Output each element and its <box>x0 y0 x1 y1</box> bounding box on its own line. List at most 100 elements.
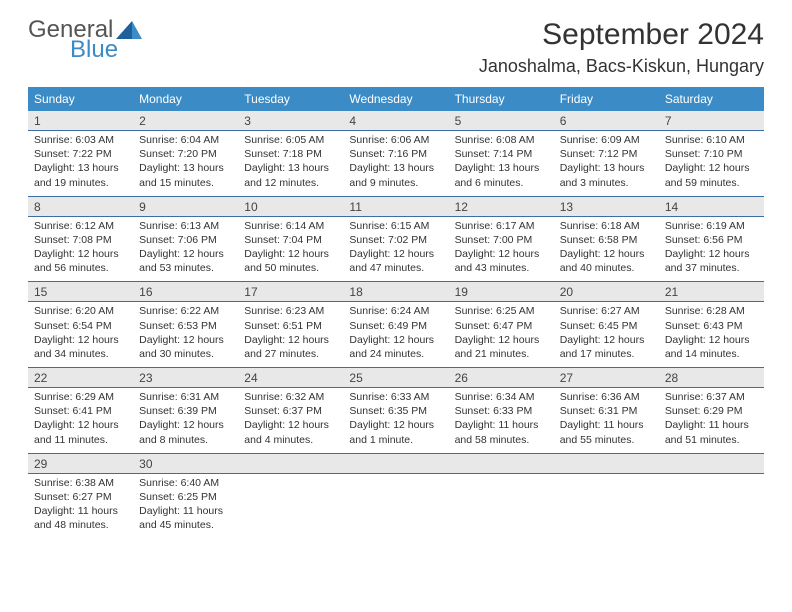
daylight-text-2: and 9 minutes. <box>349 176 442 190</box>
sunrise-text: Sunrise: 6:05 AM <box>244 133 337 147</box>
header: General Blue September 2024 Janoshalma, … <box>28 18 764 77</box>
day-number: 14 <box>659 197 764 216</box>
sunset-text: Sunset: 6:54 PM <box>34 319 127 333</box>
day-number-row: 891011121314 <box>28 196 764 217</box>
sunrise-text: Sunrise: 6:18 AM <box>560 219 653 233</box>
daylight-text: Daylight: 13 hours <box>349 161 442 175</box>
day-number: 28 <box>659 368 764 387</box>
daylight-text: Daylight: 12 hours <box>139 418 232 432</box>
daylight-text-2: and 14 minutes. <box>665 347 758 361</box>
daylight-text: Daylight: 12 hours <box>560 333 653 347</box>
day-cell: Sunrise: 6:09 AMSunset: 7:12 PMDaylight:… <box>554 131 659 196</box>
sunset-text: Sunset: 7:22 PM <box>34 147 127 161</box>
daylight-text: Daylight: 12 hours <box>139 333 232 347</box>
day-cell: Sunrise: 6:05 AMSunset: 7:18 PMDaylight:… <box>238 131 343 196</box>
day-cell <box>238 474 343 539</box>
sunrise-text: Sunrise: 6:27 AM <box>560 304 653 318</box>
daylight-text: Daylight: 12 hours <box>244 418 337 432</box>
day-cell: Sunrise: 6:36 AMSunset: 6:31 PMDaylight:… <box>554 388 659 453</box>
day-number <box>554 454 659 473</box>
day-header: Thursday <box>449 87 554 111</box>
day-number: 30 <box>133 454 238 473</box>
sunset-text: Sunset: 7:02 PM <box>349 233 442 247</box>
sunrise-text: Sunrise: 6:03 AM <box>34 133 127 147</box>
sunset-text: Sunset: 6:35 PM <box>349 404 442 418</box>
day-number: 22 <box>28 368 133 387</box>
sunrise-text: Sunrise: 6:34 AM <box>455 390 548 404</box>
day-cell: Sunrise: 6:38 AMSunset: 6:27 PMDaylight:… <box>28 474 133 539</box>
week-data-row: Sunrise: 6:29 AMSunset: 6:41 PMDaylight:… <box>28 388 764 453</box>
sunrise-text: Sunrise: 6:40 AM <box>139 476 232 490</box>
daylight-text: Daylight: 12 hours <box>349 247 442 261</box>
daylight-text-2: and 6 minutes. <box>455 176 548 190</box>
day-number: 12 <box>449 197 554 216</box>
sunset-text: Sunset: 7:04 PM <box>244 233 337 247</box>
day-number: 17 <box>238 282 343 301</box>
sunset-text: Sunset: 7:06 PM <box>139 233 232 247</box>
day-cell: Sunrise: 6:27 AMSunset: 6:45 PMDaylight:… <box>554 302 659 367</box>
day-cell: Sunrise: 6:28 AMSunset: 6:43 PMDaylight:… <box>659 302 764 367</box>
daylight-text-2: and 48 minutes. <box>34 518 127 532</box>
sunset-text: Sunset: 7:14 PM <box>455 147 548 161</box>
sunrise-text: Sunrise: 6:19 AM <box>665 219 758 233</box>
daylight-text-2: and 1 minute. <box>349 433 442 447</box>
day-number: 18 <box>343 282 448 301</box>
sunset-text: Sunset: 7:16 PM <box>349 147 442 161</box>
sunset-text: Sunset: 7:18 PM <box>244 147 337 161</box>
daylight-text: Daylight: 13 hours <box>139 161 232 175</box>
daylight-text-2: and 51 minutes. <box>665 433 758 447</box>
sunrise-text: Sunrise: 6:24 AM <box>349 304 442 318</box>
day-number: 21 <box>659 282 764 301</box>
day-cell: Sunrise: 6:34 AMSunset: 6:33 PMDaylight:… <box>449 388 554 453</box>
day-cell <box>554 474 659 539</box>
sunrise-text: Sunrise: 6:28 AM <box>665 304 758 318</box>
daylight-text: Daylight: 12 hours <box>244 333 337 347</box>
sunset-text: Sunset: 7:08 PM <box>34 233 127 247</box>
daylight-text-2: and 17 minutes. <box>560 347 653 361</box>
day-number: 27 <box>554 368 659 387</box>
day-cell: Sunrise: 6:08 AMSunset: 7:14 PMDaylight:… <box>449 131 554 196</box>
daylight-text: Daylight: 12 hours <box>139 247 232 261</box>
day-cell: Sunrise: 6:10 AMSunset: 7:10 PMDaylight:… <box>659 131 764 196</box>
daylight-text-2: and 47 minutes. <box>349 261 442 275</box>
day-number: 4 <box>343 111 448 130</box>
daylight-text: Daylight: 12 hours <box>665 161 758 175</box>
day-cell: Sunrise: 6:32 AMSunset: 6:37 PMDaylight:… <box>238 388 343 453</box>
daylight-text: Daylight: 12 hours <box>665 333 758 347</box>
logo-triangle-icon <box>116 21 142 39</box>
logo-text-blue: Blue <box>70 38 142 62</box>
sunrise-text: Sunrise: 6:06 AM <box>349 133 442 147</box>
day-header-row: Sunday Monday Tuesday Wednesday Thursday… <box>28 87 764 111</box>
day-cell: Sunrise: 6:03 AMSunset: 7:22 PMDaylight:… <box>28 131 133 196</box>
day-cell: Sunrise: 6:22 AMSunset: 6:53 PMDaylight:… <box>133 302 238 367</box>
daylight-text-2: and 12 minutes. <box>244 176 337 190</box>
day-cell: Sunrise: 6:29 AMSunset: 6:41 PMDaylight:… <box>28 388 133 453</box>
daylight-text: Daylight: 12 hours <box>560 247 653 261</box>
sunset-text: Sunset: 6:58 PM <box>560 233 653 247</box>
daylight-text: Daylight: 13 hours <box>34 161 127 175</box>
sunset-text: Sunset: 6:49 PM <box>349 319 442 333</box>
daylight-text-2: and 37 minutes. <box>665 261 758 275</box>
sunset-text: Sunset: 6:45 PM <box>560 319 653 333</box>
sunrise-text: Sunrise: 6:09 AM <box>560 133 653 147</box>
day-cell: Sunrise: 6:20 AMSunset: 6:54 PMDaylight:… <box>28 302 133 367</box>
daylight-text: Daylight: 11 hours <box>139 504 232 518</box>
day-number: 11 <box>343 197 448 216</box>
day-cell: Sunrise: 6:06 AMSunset: 7:16 PMDaylight:… <box>343 131 448 196</box>
day-number: 20 <box>554 282 659 301</box>
day-cell: Sunrise: 6:12 AMSunset: 7:08 PMDaylight:… <box>28 217 133 282</box>
daylight-text: Daylight: 11 hours <box>665 418 758 432</box>
sunset-text: Sunset: 6:37 PM <box>244 404 337 418</box>
daylight-text: Daylight: 13 hours <box>455 161 548 175</box>
day-cell: Sunrise: 6:37 AMSunset: 6:29 PMDaylight:… <box>659 388 764 453</box>
sunset-text: Sunset: 6:41 PM <box>34 404 127 418</box>
day-cell: Sunrise: 6:33 AMSunset: 6:35 PMDaylight:… <box>343 388 448 453</box>
day-header: Saturday <box>659 87 764 111</box>
daylight-text: Daylight: 11 hours <box>560 418 653 432</box>
sunrise-text: Sunrise: 6:04 AM <box>139 133 232 147</box>
day-number: 5 <box>449 111 554 130</box>
daylight-text: Daylight: 12 hours <box>455 247 548 261</box>
daylight-text-2: and 53 minutes. <box>139 261 232 275</box>
day-cell: Sunrise: 6:25 AMSunset: 6:47 PMDaylight:… <box>449 302 554 367</box>
sunset-text: Sunset: 7:00 PM <box>455 233 548 247</box>
